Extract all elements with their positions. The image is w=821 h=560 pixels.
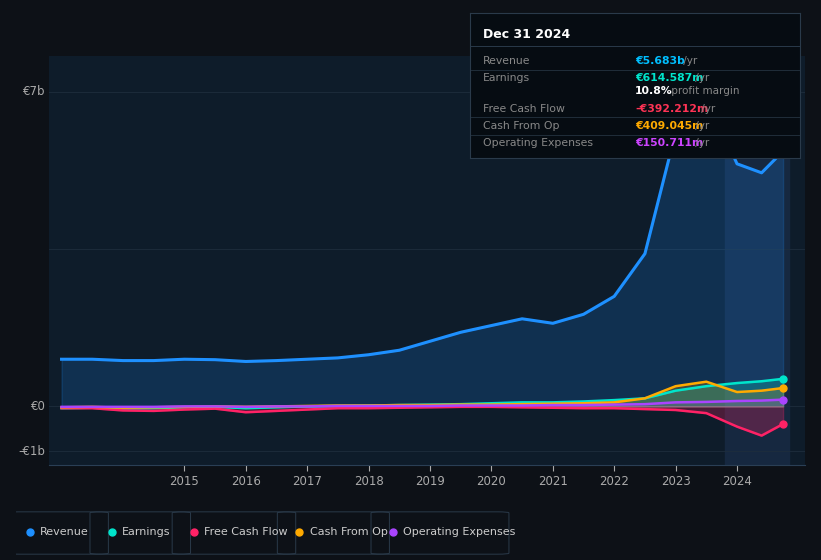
Text: Cash From Op: Cash From Op [484,121,560,131]
Text: €409.045m: €409.045m [635,121,704,131]
Text: Free Cash Flow: Free Cash Flow [204,527,288,537]
Text: Operating Expenses: Operating Expenses [484,138,594,148]
Text: Revenue: Revenue [484,56,530,66]
Text: -€392.212m: -€392.212m [635,104,709,114]
Text: Cash From Op: Cash From Op [310,527,388,537]
Text: /yr: /yr [680,56,697,66]
Text: -€1b: -€1b [19,445,45,458]
Text: €5.683b: €5.683b [635,56,685,66]
Text: €614.587m: €614.587m [635,73,704,83]
Text: Operating Expenses: Operating Expenses [403,527,516,537]
Text: Earnings: Earnings [122,527,171,537]
Text: 10.8%: 10.8% [635,86,672,96]
Text: profit margin: profit margin [668,86,740,96]
Text: Free Cash Flow: Free Cash Flow [484,104,565,114]
Text: /yr: /yr [692,121,709,131]
Text: €150.711m: €150.711m [635,138,704,148]
Text: /yr: /yr [692,73,709,83]
Text: €7b: €7b [23,86,45,99]
Text: Dec 31 2024: Dec 31 2024 [484,28,571,41]
Text: /yr: /yr [692,138,709,148]
Text: Revenue: Revenue [40,527,89,537]
Bar [725,56,789,465]
Text: Earnings: Earnings [484,73,530,83]
Text: €0: €0 [30,400,45,413]
Text: /yr: /yr [698,104,715,114]
